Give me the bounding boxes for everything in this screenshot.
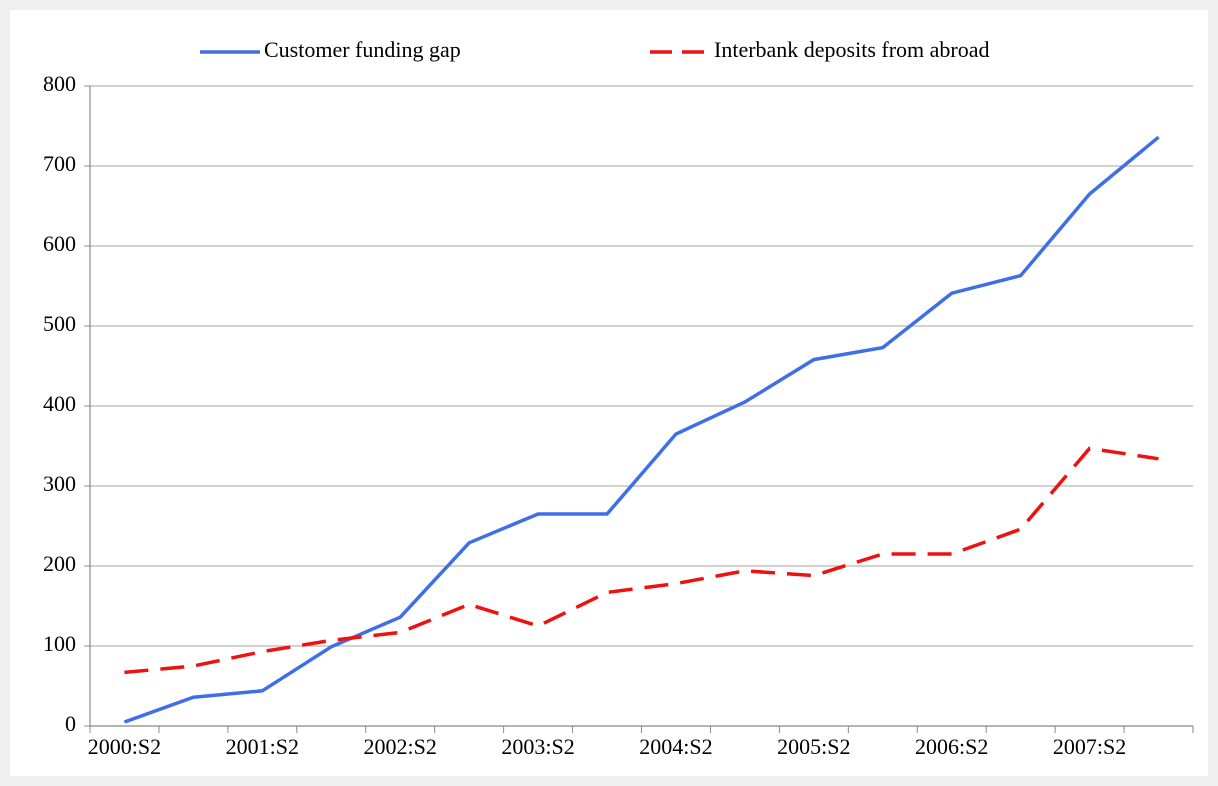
x-tick-label: 2007:S2 bbox=[1053, 734, 1126, 759]
y-tick-label: 300 bbox=[43, 471, 76, 496]
series-line bbox=[123, 135, 1160, 724]
legend-label: Customer funding gap bbox=[264, 37, 461, 62]
y-tick-label: 700 bbox=[43, 151, 76, 176]
x-tick-label: 2004:S2 bbox=[639, 734, 712, 759]
x-tick-label: 2000:S2 bbox=[88, 734, 161, 759]
x-tick-label: 2003:S2 bbox=[501, 734, 574, 759]
x-tick-label: 2006:S2 bbox=[915, 734, 988, 759]
y-tick-label: 600 bbox=[43, 231, 76, 256]
y-tick-label: 400 bbox=[43, 391, 76, 416]
x-tick-label: 2001:S2 bbox=[226, 734, 299, 759]
y-tick-label: 0 bbox=[65, 711, 76, 736]
y-tick-label: 500 bbox=[43, 311, 76, 336]
legend-label: Interbank deposits from abroad bbox=[714, 37, 990, 62]
x-tick-label: 2002:S2 bbox=[364, 734, 437, 759]
x-tick-label: 2005:S2 bbox=[777, 734, 850, 759]
y-tick-label: 100 bbox=[43, 631, 76, 656]
chart-area bbox=[10, 10, 1208, 776]
y-tick-label: 800 bbox=[43, 71, 76, 96]
y-tick-label: 200 bbox=[43, 551, 76, 576]
